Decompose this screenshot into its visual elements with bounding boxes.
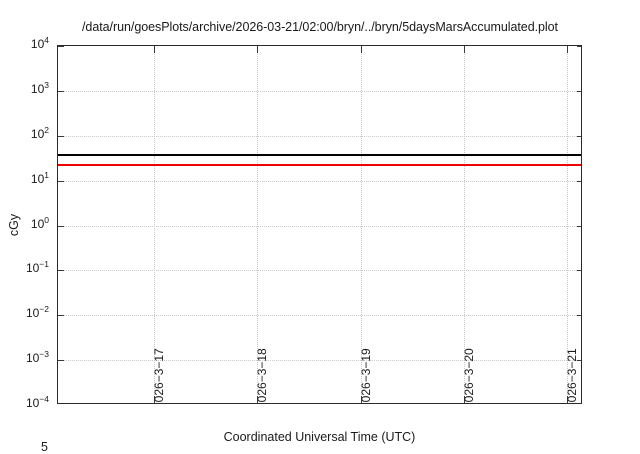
y-tick-label-exponent: 0 (44, 214, 49, 225)
y-tick-label-exponent: −4 (39, 394, 49, 404)
x-tick-mark (361, 46, 362, 53)
x-axis-title: Coordinated Universal Time (UTC) (223, 430, 416, 444)
gridline-vertical (361, 46, 362, 403)
y-tick-label: 10−2 (0, 304, 49, 321)
gridline-horizontal (58, 360, 581, 362)
x-tick-mark (257, 46, 258, 53)
y-tick-label-base: 10 (25, 306, 40, 321)
gridline-horizontal (58, 270, 581, 272)
series-line-red-threshold (58, 163, 581, 166)
y-tick-mark (58, 270, 64, 272)
x-tick-mark (567, 396, 568, 403)
y-tick-mark (58, 360, 64, 362)
x-tick-label: 2026−3−17 (152, 348, 166, 404)
y-tick-label-base: 10 (30, 126, 45, 141)
x-tick-label: 2026−3−19 (359, 348, 373, 404)
x-tick-mark (464, 46, 465, 53)
y-tick-mark (577, 270, 581, 272)
gridline-horizontal (58, 225, 581, 227)
x-tick-mark (361, 396, 362, 403)
y-tick-label: 10−1 (0, 259, 49, 276)
x-tick-mark (567, 46, 568, 53)
y-tick-label-exponent: 2 (44, 124, 49, 135)
gridline-vertical (257, 46, 258, 403)
gridline-vertical (464, 46, 465, 403)
y-tick-label: 104 (0, 35, 49, 51)
x-tick-mark (154, 46, 155, 53)
y-tick-mark (577, 90, 581, 92)
y-tick-label: 10−3 (0, 349, 49, 366)
y-tick-label: 100 (0, 214, 49, 231)
plot-area: 2026−3−17 2026−3−18 2026−3−19 2026−3−20 2026… (57, 45, 582, 404)
gridline-vertical (154, 46, 155, 403)
y-tick-label-exponent: 1 (44, 169, 49, 180)
y-tick-mark (577, 135, 581, 137)
gridline-horizontal (58, 90, 581, 92)
y-tick-label-base: 10 (25, 351, 40, 366)
chart-title: /data/run/goesPlots/archive/2026-03-21/0… (82, 20, 558, 34)
y-tick-mark (577, 315, 581, 317)
y-tick-label-base: 10 (30, 216, 45, 231)
y-tick-label-exponent: 3 (44, 79, 49, 90)
x-tick-label: 2026−3−21 (565, 348, 579, 404)
y-tick-label-base: 10 (25, 396, 40, 410)
y-tick-label-base: 10 (30, 81, 45, 96)
y-tick-label-base: 10 (30, 37, 45, 51)
y-tick-mark (58, 225, 64, 227)
x-tick-label: 2026−3−18 (255, 348, 269, 404)
y-tick-mark (58, 135, 64, 137)
clipped-footer-text: 5 (41, 440, 48, 454)
y-tick-mark (58, 90, 64, 92)
x-tick-label: 2026−3−20 (462, 348, 476, 404)
y-tick-label: 101 (0, 169, 49, 186)
gridline-horizontal (58, 135, 581, 137)
y-tick-label: 103 (0, 79, 49, 96)
y-axis-title: cGy (7, 213, 21, 237)
y-tick-label-exponent: −1 (39, 259, 49, 270)
gridline-horizontal (58, 315, 581, 317)
y-tick-mark (577, 360, 581, 362)
y-tick-mark (58, 315, 64, 317)
y-tick-mark (58, 46, 64, 47)
gridline-horizontal (58, 180, 581, 182)
y-tick-label: 102 (0, 124, 49, 141)
y-tick-mark (577, 46, 581, 47)
x-tick-mark (257, 396, 258, 403)
y-tick-label-exponent: −3 (39, 349, 49, 360)
y-tick-label-base: 10 (30, 171, 45, 186)
y-tick-mark (577, 180, 581, 182)
gridline-vertical (567, 46, 568, 403)
y-tick-label-exponent: −2 (39, 304, 49, 315)
series-line-black-threshold (58, 154, 581, 157)
y-tick-mark (577, 225, 581, 227)
x-tick-mark (464, 396, 465, 403)
y-tick-label-base: 10 (25, 261, 40, 276)
y-tick-label-exponent: 4 (44, 35, 49, 45)
x-tick-mark (154, 396, 155, 403)
y-tick-mark (58, 180, 64, 182)
y-tick-label: 10−4 (0, 394, 49, 410)
